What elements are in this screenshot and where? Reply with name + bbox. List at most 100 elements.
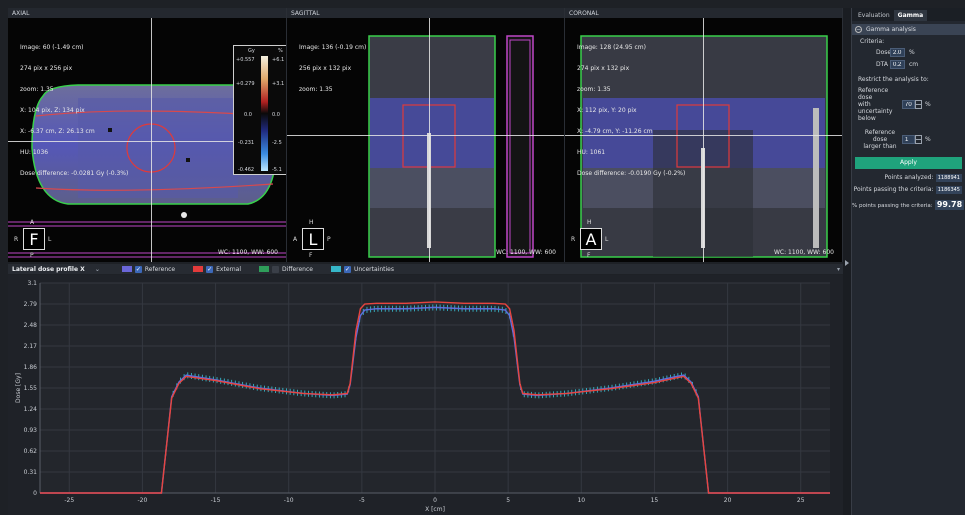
dose-profile-plot: 0 0.31 0.62 0.93 1.24 1.55 1.86 2.17 2.48 2.79 3.1… <box>15 280 830 513</box>
axial-crosshair-horizontal[interactable] <box>8 141 286 142</box>
y-tick-label: 0 <box>33 490 37 497</box>
legend-uncertainties[interactable]: ✓ Uncertainties <box>330 265 394 273</box>
x-tick-label: -10 <box>284 497 294 504</box>
colorbar-tick-left-4: -0.462 <box>238 167 255 173</box>
axial-orient-box: F <box>23 228 45 250</box>
axial-orient-top: A <box>30 219 35 226</box>
axial-image <box>8 84 286 258</box>
coronal-orient-right: L <box>605 236 609 243</box>
pct-passing-label: % points passing the criteria: <box>852 203 933 209</box>
uncertainties-label: Uncertainties <box>353 265 394 273</box>
sagittal-title: SAGITTAL <box>287 8 564 18</box>
ref-uncertainty-input[interactable] <box>902 100 915 109</box>
external-checkbox[interactable]: ✓ <box>206 265 214 273</box>
tab-evaluation[interactable]: Evaluation <box>858 12 890 19</box>
coronal-crosshair-vertical[interactable] <box>703 18 704 262</box>
legend-menu-arrow-icon[interactable]: ▾ <box>836 265 840 273</box>
pct-passing-value: 99.78 <box>934 200 965 210</box>
sagittal-orient-bottom: F <box>309 252 313 259</box>
difference-swatch <box>259 266 270 272</box>
sagittal-info: Image: 136 (-0.19 cm) 256 pix x 132 pix … <box>299 44 367 93</box>
x-tick-label: 25 <box>797 497 805 504</box>
collapse-arrow-icon[interactable] <box>845 260 849 266</box>
x-tick-label: -5 <box>359 497 365 504</box>
colorbar-gradient <box>261 56 268 171</box>
axial-view[interactable]: AXIAL Image: 60 (-1.49 cm) 274 pix x 256… <box>8 8 287 262</box>
criteria-label: Criteria: <box>860 38 885 45</box>
coronal-orient-top: H <box>587 219 592 226</box>
ref-uncertainty-row: Reference dose with uncertainty below % <box>858 87 965 122</box>
dose-unit: % <box>909 49 915 56</box>
points-passing-label: Points passing the criteria: <box>853 186 934 193</box>
y-tick-label: 1.24 <box>24 406 38 413</box>
ref-larger-row: Reference dose larger than % <box>858 129 965 150</box>
x-tick-label: 10 <box>577 497 585 504</box>
legend-difference[interactable]: Difference <box>259 265 313 273</box>
chevron-down-icon: ⌄ <box>94 265 100 273</box>
colorbar-tick-right-2: 0.0 <box>272 112 280 118</box>
dose-label: Dose <box>876 49 892 56</box>
axial-orient-bottom: P <box>30 252 34 259</box>
sagittal-crosshair-vertical[interactable] <box>429 18 430 262</box>
y-tick-label: 3.1 <box>27 280 37 287</box>
reference-checkbox[interactable]: ✓ <box>134 265 142 273</box>
axial-orient-left: R <box>14 236 19 243</box>
uncertainties-swatch <box>330 266 341 272</box>
apply-button[interactable]: Apply <box>855 157 962 169</box>
gamma-analysis-title: Gamma analysis <box>866 26 916 33</box>
dta-input[interactable] <box>890 60 905 69</box>
sagittal-crosshair-horizontal[interactable] <box>287 135 564 136</box>
collapse-icon[interactable]: − <box>855 26 862 33</box>
external-series-line <box>40 301 830 494</box>
points-analyzed-value: 1188941 <box>935 174 962 182</box>
axial-crosshair-vertical[interactable] <box>151 18 152 262</box>
colorbar-header-gy: Gy <box>248 48 255 54</box>
gamma-analysis-header[interactable]: − Gamma analysis <box>852 24 965 35</box>
sagittal-view[interactable]: SAGITTAL Image: 136 (-0.19 cm) 256 pix x… <box>287 8 565 262</box>
x-tick-label: -20 <box>138 497 148 504</box>
profile-select[interactable]: Lateral dose profile X ⌄ <box>8 266 104 273</box>
colorbar-tick-right-3: -2.5 <box>272 140 282 146</box>
coronal-info: Image: 128 (24.95 cm) 274 pix x 132 pix … <box>577 44 686 177</box>
ref-larger-input[interactable] <box>902 135 915 144</box>
ref-larger-label: Reference dose larger than <box>863 129 897 150</box>
panel-splitter[interactable] <box>843 8 851 515</box>
ref-uncertainty-label: Reference dose with uncertainty below <box>858 87 893 122</box>
ref-uncertainty-spinner[interactable] <box>915 100 922 109</box>
reference-series-line <box>40 306 830 494</box>
axial-wcww: WC: 1100, WW: 600 <box>217 249 278 256</box>
sagittal-wcww: WC: 1100, WW: 600 <box>495 249 556 256</box>
y-tick-label: 0.62 <box>24 448 38 455</box>
dta-label: DTA <box>876 61 888 68</box>
x-tick-label: 0 <box>433 497 437 504</box>
legend-external[interactable]: ✓ External <box>193 265 242 273</box>
uncertainties-checkbox[interactable]: ✓ <box>343 265 351 273</box>
sagittal-orient-left: A <box>293 236 298 243</box>
y-axis-label: Dose [Gy] <box>15 373 22 403</box>
tab-gamma[interactable]: Gamma <box>893 10 928 21</box>
panel-tabs: Evaluation Gamma <box>852 8 965 21</box>
coronal-orient-box: A <box>580 228 602 250</box>
dose-profile-chart: 0 0.31 0.62 0.93 1.24 1.55 1.86 2.17 2.48 2.79 3.1… <box>8 275 843 515</box>
external-label: External <box>216 265 242 273</box>
dta-row: DTA cm <box>876 60 965 69</box>
analysis-panel: Evaluation Gamma − Gamma analysis Criter… <box>851 8 965 515</box>
ref-larger-spinner[interactable] <box>915 135 922 144</box>
coronal-view[interactable]: CORONAL Image: 128 (24.95 cm) 274 pix x … <box>565 8 843 262</box>
colorbar-tick-right-4: -5.1 <box>272 167 282 173</box>
sagittal-image <box>368 35 534 258</box>
axial-info: Image: 60 (-1.49 cm) 274 pix x 256 pix z… <box>20 44 129 177</box>
dose-input[interactable] <box>890 48 905 57</box>
y-tick-label: 2.79 <box>24 301 38 308</box>
points-passing-value: 1186345 <box>935 186 962 194</box>
coronal-orient-left: R <box>571 236 576 243</box>
x-tick-label: -25 <box>64 497 74 504</box>
difference-checkbox[interactable] <box>272 265 280 273</box>
x-axis-label: X [cm] <box>425 506 445 513</box>
ref-larger-unit: % <box>925 136 931 143</box>
coronal-orient-bottom: F <box>587 252 591 259</box>
external-swatch <box>193 266 204 272</box>
legend-reference[interactable]: ✓ Reference <box>121 265 175 273</box>
reference-swatch <box>121 266 132 272</box>
x-tick-label: 20 <box>724 497 732 504</box>
